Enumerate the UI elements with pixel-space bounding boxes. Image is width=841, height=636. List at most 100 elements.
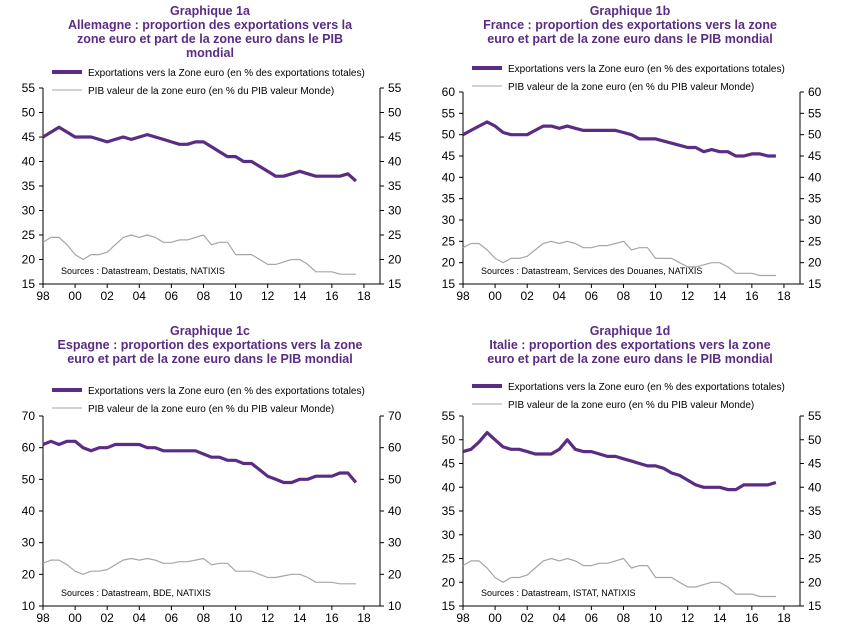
source-note: Sources : Datastream, Destatis, NATIXIS [61,266,225,276]
y-tick-label-right: 70 [388,409,402,423]
x-tick-label: 04 [553,289,567,303]
y-tick-label-right: 30 [808,528,822,542]
y-tick-label-left: 20 [22,253,36,267]
y-tick-label-right: 40 [388,504,402,518]
y-tick-label-right: 15 [808,277,822,291]
chart-subtitle-line: Allemagne : proportion des exportations … [67,18,353,32]
x-tick-label: 98 [36,289,50,303]
y-tick-label-right: 60 [388,441,402,455]
chart-title-block: Graphique 1c Espagne : proportion des ex… [0,324,420,366]
series-line-exports [462,430,777,492]
y-tick-label-left: 25 [442,552,456,566]
legend-label-gdp: PIB valeur de la zone euro (en % du PIB … [508,400,754,411]
y-tick-label-left: 40 [22,504,36,518]
y-tick-label-right: 15 [388,277,402,291]
x-tick-label: 14 [293,611,307,625]
legend-label-gdp: PIB valeur de la zone euro (en % du PIB … [88,86,334,97]
y-tick-label-left: 35 [442,192,456,206]
y-tick-label-left: 60 [442,85,456,99]
y-tick-label-right: 35 [808,192,822,206]
chart-legend: Exportations vers la Zone euro (en % des… [52,68,365,97]
x-tick-label: 00 [488,611,502,625]
y-tick-label-right: 30 [388,536,402,550]
x-tick-label: 02 [101,289,115,303]
series-line-exports [42,125,357,183]
y-tick-label-right: 60 [808,85,822,99]
x-tick-label: 12 [261,289,275,303]
x-tick-label: 14 [293,289,307,303]
x-tick-label: 04 [133,289,147,303]
source-note: Sources : Datastream, ISTAT, NATIXIS [481,588,636,598]
y-tick-label-right: 50 [388,106,402,120]
chart-axes: 15 15 20 20 25 25 30 30 35 35 40 40 45 45 50 50 55 55 60 60… [442,85,822,303]
chart-subtitle-line: Espagne : proportion des exportations ve… [57,338,363,352]
y-tick-label-left: 25 [22,228,36,242]
x-tick-label: 02 [521,289,535,303]
y-tick-label-right: 55 [808,409,822,423]
chart-panel-1b: Graphique 1b France : proportion des exp… [420,0,840,318]
x-tick-label: 06 [165,611,179,625]
chart-subtitle-line: euro et part de la zone euro dans le PIB… [487,352,773,366]
x-tick-label: 04 [133,611,147,625]
y-tick-label-right: 20 [388,567,402,581]
y-tick-label-left: 45 [442,457,456,471]
chart-title: Graphique 1c [170,324,250,338]
x-tick-label: 02 [101,611,115,625]
series-line-gdp [462,557,776,598]
chart-title: Graphique 1d [589,324,671,338]
chart-svg: Exportations vers la Zone euro (en % des… [22,386,402,625]
y-tick-label-right: 20 [808,256,822,270]
x-tick-label: 18 [357,611,371,625]
y-tick-label-left: 50 [442,128,456,142]
chart-subtitle-line: Italie : proportion des exportations ver… [489,338,771,352]
y-tick-label-right: 55 [388,81,402,95]
chart-panel-1d: Graphique 1d Italie : proportion des exp… [420,318,840,636]
y-tick-label-left: 60 [22,441,36,455]
x-tick-label: 08 [617,289,631,303]
y-tick-label-left: 55 [442,409,456,423]
chart-legend: Exportations vers la Zone euro (en % des… [52,386,365,415]
y-tick-label-left: 40 [442,170,456,184]
series-line-gdp [462,240,776,277]
series-line-exports [462,120,776,158]
y-tick-label-left: 15 [442,277,456,291]
x-tick-label: 16 [325,289,339,303]
y-tick-label-left: 50 [22,472,36,486]
x-tick-label: 08 [197,289,211,303]
legend-label-gdp: PIB valeur de la zone euro (en % du PIB … [88,404,334,415]
y-tick-label-left: 10 [22,599,36,613]
x-tick-label: 98 [456,611,470,625]
y-tick-label-right: 25 [388,228,402,242]
y-tick-label-right: 40 [808,480,822,494]
chart-axes: 15 15 20 20 25 25 30 30 35 35 40 40 45 45 50 50 55 55 98 00… [442,409,822,625]
source-note: Sources : Datastream, BDE, NATIXIS [61,588,211,598]
y-tick-label-left: 45 [442,149,456,163]
y-tick-label-left: 20 [442,256,456,270]
y-tick-label-left: 20 [22,567,36,581]
x-tick-label: 18 [777,289,791,303]
x-tick-label: 98 [36,611,50,625]
chart-title-block: Graphique 1b France : proportion des exp… [420,4,840,46]
chart-svg: Exportations vers la Zone euro (en % des… [442,64,822,303]
y-tick-label-left: 40 [22,155,36,169]
x-tick-label: 18 [777,611,791,625]
x-tick-label: 14 [713,289,727,303]
x-tick-label: 06 [585,611,599,625]
y-tick-label-left: 30 [442,213,456,227]
y-tick-label-left: 30 [442,528,456,542]
y-tick-label-left: 45 [22,130,36,144]
x-tick-label: 08 [617,611,631,625]
y-tick-label-right: 50 [388,472,402,486]
series-line-exports [42,439,358,485]
x-tick-label: 08 [197,611,211,625]
chart-panel-1a: Graphique 1a Allemagne : proportion des … [0,0,420,318]
y-tick-label-left: 55 [442,106,456,120]
y-tick-label-left: 40 [442,480,456,494]
y-tick-label-right: 30 [388,204,402,218]
y-tick-label-right: 35 [808,504,822,518]
x-tick-label: 12 [261,611,275,625]
chart-title: Graphique 1a [170,4,250,18]
chart-subtitle-line: zone euro et part de la zone euro dans l… [76,32,344,46]
chart-title-block: Graphique 1d Italie : proportion des exp… [420,324,840,366]
y-tick-label-right: 50 [808,433,822,447]
